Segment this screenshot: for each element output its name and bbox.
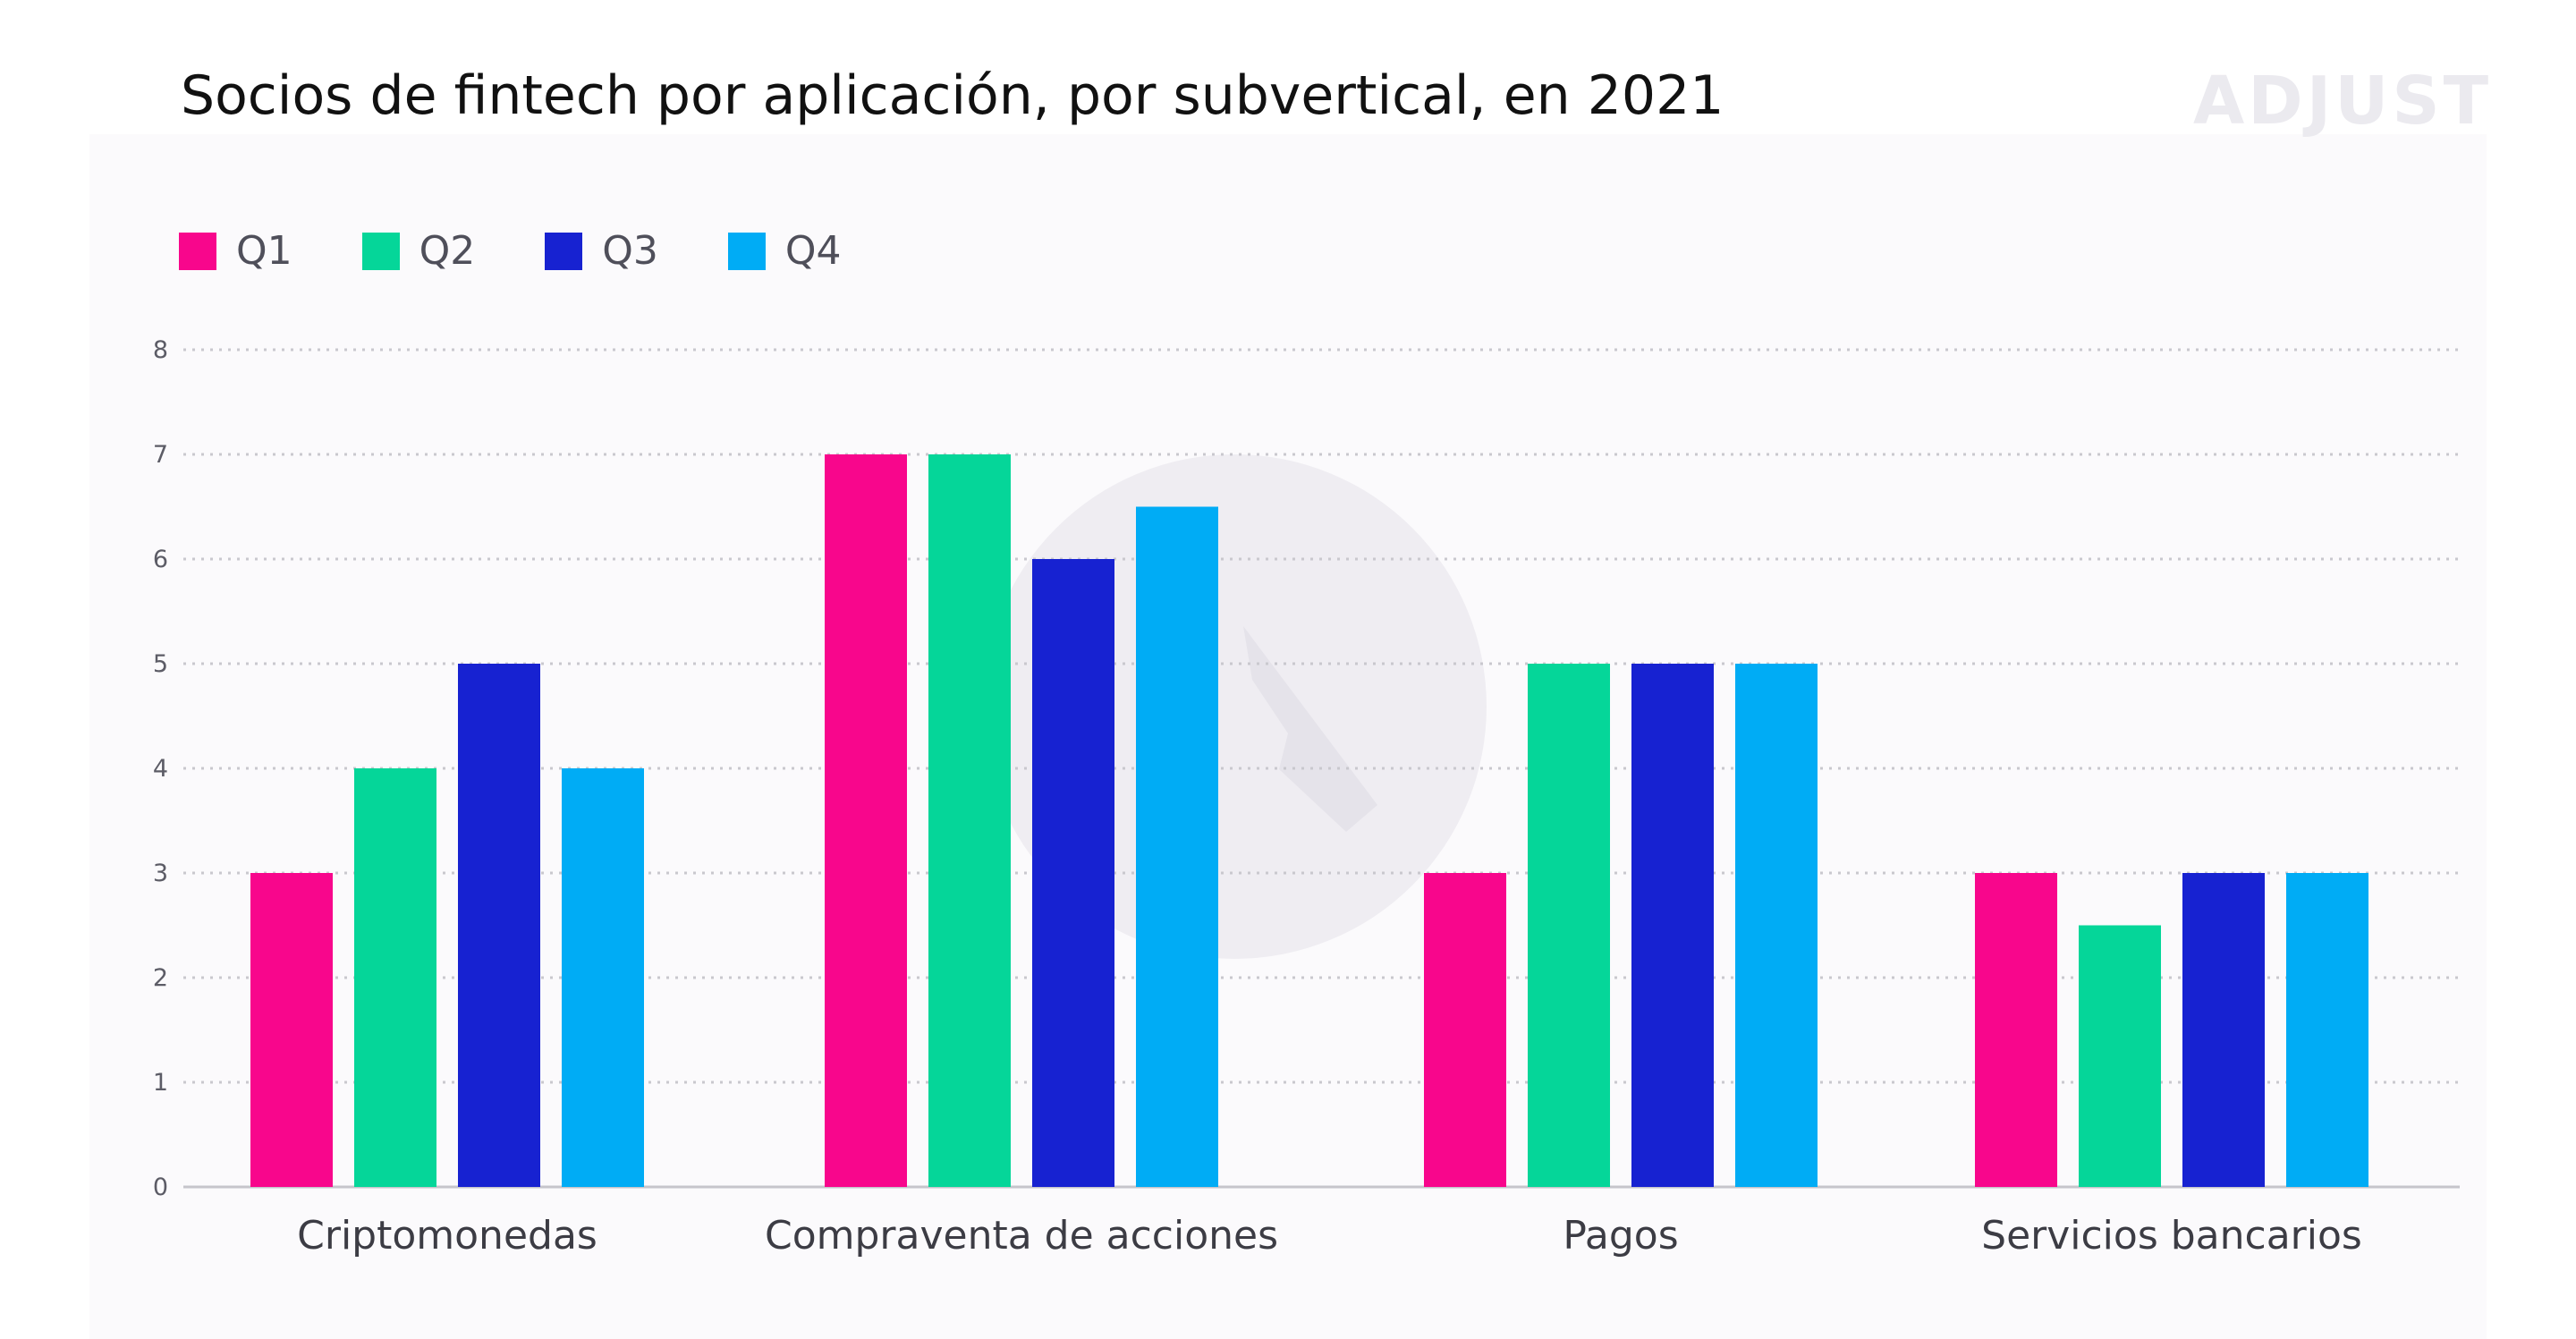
legend-label-q3: Q3 xyxy=(602,228,658,274)
y-tick-label: 1 xyxy=(153,1069,168,1097)
y-tick-label: 2 xyxy=(153,964,168,992)
y-tick-label: 0 xyxy=(153,1174,168,1201)
legend-item-q1: Q1 xyxy=(179,228,292,274)
bar-q4-0 xyxy=(562,768,644,1187)
y-tick-label: 4 xyxy=(153,755,168,783)
bar-q3-3 xyxy=(2182,873,2265,1187)
x-axis-labels: Criptomonedas Compraventa de acciones Pago… xyxy=(297,1213,2362,1258)
x-category-label: Servicios bancarios xyxy=(1981,1213,2362,1258)
bar-q2-3 xyxy=(2079,925,2161,1187)
bar-q1-1 xyxy=(825,454,907,1187)
bar-q1-0 xyxy=(250,873,333,1187)
legend-label-q4: Q4 xyxy=(784,228,842,274)
legend-label-q1: Q1 xyxy=(236,228,292,274)
bar-q4-2 xyxy=(1735,664,1818,1187)
y-tick-label: 6 xyxy=(153,546,168,573)
bar-q4-1 xyxy=(1136,506,1218,1187)
legend-swatch-q1 xyxy=(179,232,216,270)
legend-swatch-q4 xyxy=(727,232,766,270)
x-category-label: Pagos xyxy=(1563,1213,1678,1258)
x-category-label: Criptomonedas xyxy=(297,1213,597,1258)
y-tick-label: 3 xyxy=(153,860,168,887)
bar-q1-2 xyxy=(1424,873,1506,1187)
legend-label-q2: Q2 xyxy=(419,228,476,274)
y-tick-label: 8 xyxy=(153,336,168,364)
adjust-logo: ADJUST xyxy=(2193,63,2493,140)
legend-item-q2: Q2 xyxy=(361,228,476,274)
x-category-label: Compraventa de acciones xyxy=(765,1213,1278,1258)
bar-q3-0 xyxy=(458,664,540,1187)
bar-q3-1 xyxy=(1032,559,1114,1187)
legend-item-q4: Q4 xyxy=(727,228,842,274)
y-tick-label: 7 xyxy=(153,441,168,469)
bar-q1-3 xyxy=(1975,873,2057,1187)
bar-q2-1 xyxy=(928,454,1011,1187)
y-axis-ticks: 0 1 2 3 4 5 6 7 8 xyxy=(153,336,168,1201)
bar-q2-0 xyxy=(354,768,436,1187)
legend-item-q3: Q3 xyxy=(545,228,658,274)
legend-swatch-q2 xyxy=(361,232,400,270)
bar-q3-2 xyxy=(1631,664,1714,1187)
y-tick-label: 5 xyxy=(153,650,168,678)
bar-q2-2 xyxy=(1528,664,1610,1187)
chart-title: Socios de fintech por aplicación, por su… xyxy=(181,64,1724,127)
bars xyxy=(250,454,2368,1187)
legend-swatch-q3 xyxy=(545,232,583,270)
bar-q4-3 xyxy=(2286,873,2368,1187)
legend: Q1 Q2 Q3 Q4 xyxy=(179,228,911,274)
